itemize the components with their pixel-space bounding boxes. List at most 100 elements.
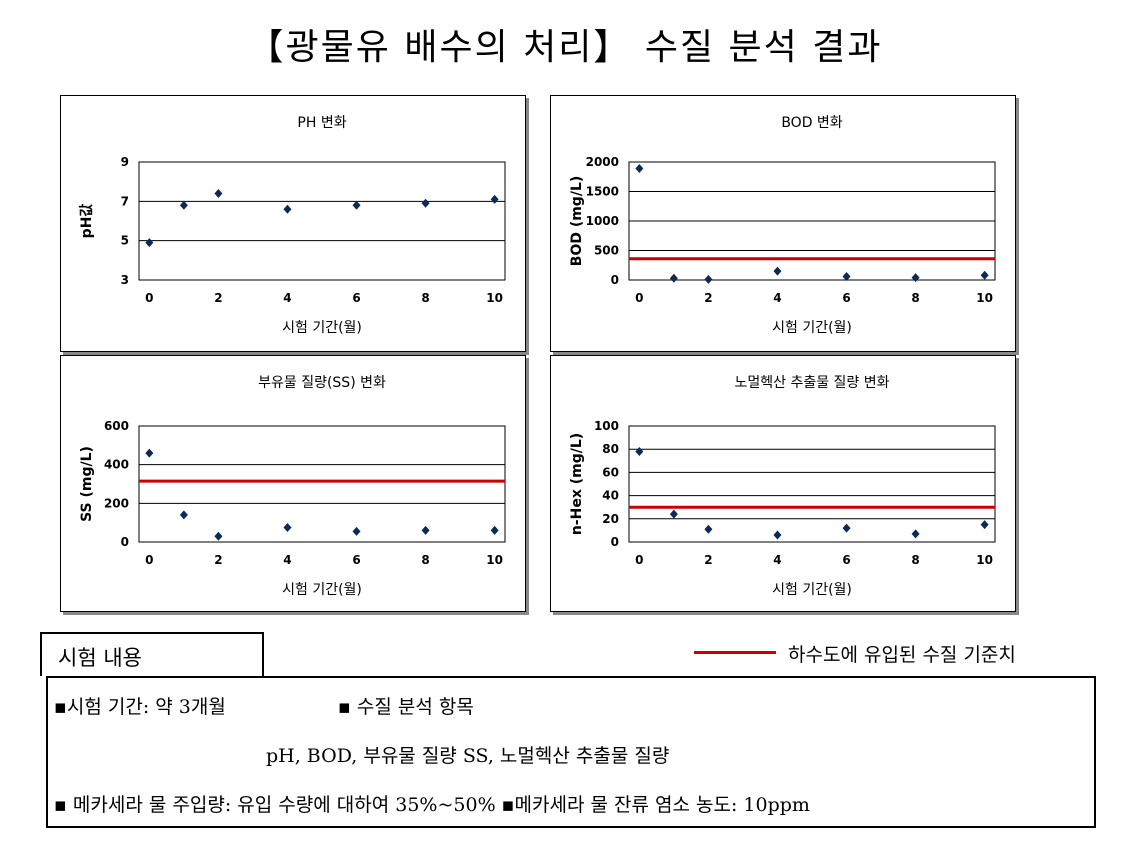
chart-title: BOD 변화 xyxy=(781,115,842,131)
data-point xyxy=(911,273,920,283)
data-point xyxy=(214,531,223,541)
nhex-chart: 노멀헥산 추출물 질량 변화 0 20 40 60 80 100 0 2 4 6 8 10 시험 기간(월… xyxy=(569,375,996,598)
data-point xyxy=(704,524,713,534)
x-tick-label: 0 xyxy=(145,553,153,567)
chart-panel-ss: 부유물 질량(SS) 변화 0 200 400 600 0 2 4 6 8 10 시험 기간(월) SS… xyxy=(60,355,526,612)
y-tick-label: 40 xyxy=(602,489,619,503)
x-tick-label: 8 xyxy=(421,291,429,305)
plot-area xyxy=(628,161,996,281)
y-axis-label: n-Hex (mg/L) xyxy=(569,433,585,535)
data-point xyxy=(980,520,989,530)
y-tick-label: 3 xyxy=(121,273,129,287)
x-tick-label: 4 xyxy=(773,291,781,305)
data-point xyxy=(773,266,782,276)
x-tick-label: 2 xyxy=(704,291,712,305)
y-axis-label: BOD (mg/L) xyxy=(569,176,585,267)
data-point xyxy=(911,529,920,539)
x-tick-label: 8 xyxy=(421,553,429,567)
x-tick-label: 6 xyxy=(842,291,850,305)
x-tick-label: 4 xyxy=(283,553,291,567)
y-tick-label: 600 xyxy=(104,419,129,433)
data-point xyxy=(773,530,782,540)
legend: 하수도에 유입된 수질 기준치 xyxy=(694,640,1114,666)
test-content-box: ▪시험 기간: 약 3개월 ▪ 수질 분석 항목 pH, BOD, 부유물 질량… xyxy=(46,676,1096,828)
test-period-text: ▪시험 기간: 약 3개월 xyxy=(54,696,226,718)
data-point xyxy=(635,447,644,457)
data-point xyxy=(842,271,851,281)
y-tick-label: 20 xyxy=(602,512,619,526)
y-tick-label: 0 xyxy=(611,535,619,549)
x-axis-label: 시험 기간(월) xyxy=(772,320,852,336)
x-tick-label: 6 xyxy=(352,291,360,305)
chart-panel-bod: BOD 변화 0 500 1000 1500 2000 0 2 4 6 8 10 시험 기간(월) BOD… xyxy=(550,95,1016,352)
y-tick-label: 0 xyxy=(611,273,619,287)
analysis-items-list: pH, BOD, 부유물 질량 SS, 노멀헥산 추출물 질량 xyxy=(266,745,670,767)
data-point xyxy=(179,200,188,210)
y-axis-label: SS (mg/L) xyxy=(79,446,95,522)
data-point xyxy=(179,510,188,520)
y-tick-label: 1500 xyxy=(586,185,619,199)
chart-title: 부유물 질량(SS) 변화 xyxy=(258,375,386,391)
test-content-tab-label: 시험 내용 xyxy=(58,646,142,670)
data-point xyxy=(214,188,223,198)
plot-area xyxy=(138,161,506,281)
y-tick-label: 5 xyxy=(121,234,129,248)
x-tick-label: 2 xyxy=(214,291,222,305)
x-tick-label: 0 xyxy=(635,553,643,567)
plot-area xyxy=(138,425,506,543)
legend-line-swatch xyxy=(694,651,776,654)
chart-panel-nhex: 노멀헥산 추출물 질량 변화 0 20 40 60 80 100 0 2 4 6 8 10 시험 기간(월… xyxy=(550,355,1016,612)
data-point xyxy=(490,525,499,535)
legend-label: 하수도에 유입된 수질 기준치 xyxy=(788,644,1016,666)
chart-title: PH 변화 xyxy=(297,115,346,131)
y-tick-label: 9 xyxy=(121,155,129,169)
data-point xyxy=(704,274,713,284)
data-point xyxy=(352,200,361,210)
x-tick-label: 2 xyxy=(704,553,712,567)
dosage-text: ▪ 메카세라 물 주입량: 유입 수량에 대하여 35%~50% ▪메카세라 물… xyxy=(54,794,810,816)
data-point xyxy=(669,509,678,519)
data-point xyxy=(352,526,361,536)
x-axis-label: 시험 기간(월) xyxy=(282,320,362,336)
y-tick-label: 200 xyxy=(104,496,129,510)
data-point xyxy=(635,163,644,173)
x-tick-label: 10 xyxy=(486,291,503,305)
data-point xyxy=(842,523,851,533)
x-tick-label: 10 xyxy=(486,553,503,567)
data-point xyxy=(283,523,292,532)
ph-chart: PH 변화 3 5 7 9 0 2 4 6 8 10 시험 기간(월) pH값 xyxy=(79,115,506,336)
bod-chart: BOD 변화 0 500 1000 1500 2000 0 2 4 6 8 10 시험 기간(월) BOD… xyxy=(569,115,996,336)
x-tick-label: 0 xyxy=(145,291,153,305)
y-tick-label: 1000 xyxy=(586,214,619,228)
y-tick-label: 0 xyxy=(121,535,129,549)
x-tick-label: 2 xyxy=(214,553,222,567)
data-point xyxy=(490,194,499,204)
chart-title: 노멀헥산 추출물 질량 변화 xyxy=(734,375,889,391)
y-tick-label: 400 xyxy=(104,458,129,472)
page-title: 【광물유 배수의 처리】 수질 분석 결과 xyxy=(247,27,883,68)
y-tick-label: 80 xyxy=(602,442,619,456)
y-tick-label: 500 xyxy=(594,244,619,258)
x-tick-label: 10 xyxy=(976,291,993,305)
x-tick-label: 6 xyxy=(842,553,850,567)
y-tick-label: 7 xyxy=(121,194,129,208)
x-tick-label: 0 xyxy=(635,291,643,305)
x-tick-label: 8 xyxy=(911,553,919,567)
data-point xyxy=(145,448,154,458)
x-axis-label: 시험 기간(월) xyxy=(282,582,362,598)
y-tick-label: 2000 xyxy=(586,155,619,169)
y-axis-label: pH값 xyxy=(79,204,95,239)
data-point xyxy=(980,270,989,280)
x-tick-label: 4 xyxy=(773,553,781,567)
x-axis-label: 시험 기간(월) xyxy=(772,582,852,598)
data-point xyxy=(421,525,430,535)
analysis-items-heading: ▪ 수질 분석 항목 xyxy=(338,696,474,718)
data-point xyxy=(421,198,430,208)
x-tick-label: 8 xyxy=(911,291,919,305)
x-tick-label: 4 xyxy=(283,291,291,305)
x-tick-label: 6 xyxy=(352,553,360,567)
test-content-tab: 시험 내용 xyxy=(40,632,264,676)
plot-area xyxy=(628,425,996,543)
ss-chart: 부유물 질량(SS) 변화 0 200 400 600 0 2 4 6 8 10 시험 기간(월) SS… xyxy=(79,375,506,598)
data-point xyxy=(145,238,154,248)
